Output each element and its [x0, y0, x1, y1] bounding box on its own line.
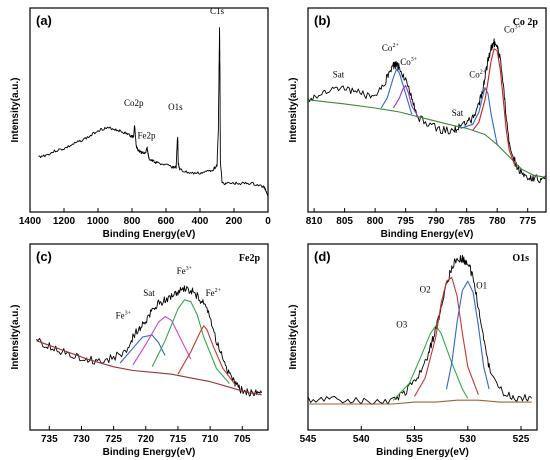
x-tick-label: 775: [519, 216, 536, 227]
x-tick-label: 730: [73, 434, 90, 445]
plot-frame: [29, 243, 269, 431]
x-tick-label: 790: [428, 216, 445, 227]
fit-peak-line: [119, 334, 166, 364]
fit-peak-line: [380, 68, 413, 115]
peak-annotation: Fe3+: [177, 266, 193, 276]
x-tick-label: 525: [513, 434, 530, 445]
plot-frame: [29, 7, 269, 213]
peak-annotation: Fe2+: [206, 288, 222, 298]
peak-annotation: Fe2p: [137, 131, 156, 141]
x-tick-label: 705: [234, 434, 251, 445]
x-tick-label: 545: [300, 434, 317, 445]
background-line: [307, 99, 547, 178]
fit-peak-line: [392, 84, 419, 117]
x-tick-label: 0: [265, 216, 271, 227]
peak-annotation: Co3+: [504, 24, 522, 34]
x-tick-label: 720: [137, 434, 154, 445]
panel-3: 735 730 725 720 715 710 705 Binding Energy(eV) I…: [10, 243, 269, 458]
peak-annotation: Co2+: [469, 69, 487, 79]
peak-annotation: O2: [420, 284, 431, 294]
x-axis-title: Binding Energy(eV): [103, 229, 196, 240]
peak-annotation: O1s: [168, 102, 183, 112]
panel-2: 810 805 800 795 790 785 780 775 Binding Energy(e…: [288, 7, 547, 240]
y-axis-title: Intensity(a.u.): [288, 77, 299, 142]
peak-annotation: Co3+: [400, 57, 418, 67]
y-axis-title: Intensity(a.u.): [10, 304, 21, 369]
x-tick-label: 795: [397, 216, 414, 227]
x-tick-label: 780: [489, 216, 506, 227]
fit-peak-line: [445, 280, 490, 390]
y-axis-title: Intensity(a.u.): [10, 77, 21, 142]
fit-peak-line: [460, 87, 498, 145]
fit-peak-line: [414, 276, 479, 397]
x-axis-title: Binding Energy(eV): [381, 229, 474, 240]
background-line: [36, 340, 262, 396]
x-tick-label: 715: [170, 434, 187, 445]
fit-peak-line: [151, 299, 230, 384]
panel-title: Co 2p: [513, 17, 539, 28]
fit-peak-line: [132, 315, 192, 366]
x-tick-label: 1200: [53, 216, 76, 227]
raw-spectrum-line: [307, 38, 547, 184]
x-tick-label: 1000: [87, 216, 110, 227]
peak-annotation: O1: [476, 281, 487, 291]
x-axis-title: Binding Energy(eV): [103, 447, 196, 458]
peak-annotation: O3: [396, 320, 407, 330]
panel-tag: (d): [314, 249, 331, 264]
x-tick-label: 800: [124, 216, 141, 227]
peak-annotation: Co2p: [124, 98, 144, 108]
plot-frame: [307, 7, 547, 213]
fit-peak-line: [392, 325, 469, 401]
x-tick-label: 535: [406, 434, 423, 445]
peak-annotation: Co2+: [382, 43, 400, 53]
x-tick-label: 800: [367, 216, 384, 227]
x-tick-label: 600: [158, 216, 175, 227]
background-line: [308, 399, 532, 405]
x-tick-label: 810: [306, 216, 323, 227]
fit-peak-line: [177, 325, 237, 386]
panel-1: 1400 1200 1000 800 600 400 200 0 Binding Energy(…: [10, 6, 271, 240]
panel-title: O1s: [512, 253, 529, 264]
x-tick-label: 200: [226, 216, 243, 227]
peak-annotation: Sat: [333, 69, 345, 79]
fit-peak-line: [472, 48, 517, 168]
x-tick-label: 805: [336, 216, 353, 227]
x-tick-label: 735: [41, 434, 58, 445]
x-tick-label: 400: [192, 216, 209, 227]
y-axis-title: Intensity(a.u.): [288, 304, 299, 369]
raw-spectrum-line: [307, 254, 533, 405]
panel-4: 545 540 535 530 525 Binding Energy(eV) Intensi…: [288, 243, 538, 458]
panel-tag: (c): [36, 249, 52, 264]
raw-spectrum-line: [36, 285, 263, 397]
x-axis-title: Binding Energy(eV): [376, 447, 469, 458]
x-tick-label: 725: [105, 434, 122, 445]
x-tick-label: 785: [458, 216, 475, 227]
panel-title: Fe2p: [239, 253, 261, 264]
raw-spectrum-line: [38, 27, 269, 197]
x-tick-label: 1400: [19, 216, 42, 227]
panel-tag: (a): [36, 13, 52, 28]
x-tick-label: 540: [353, 434, 370, 445]
peak-annotation: Fe3+: [116, 310, 132, 320]
plot-frame: [307, 243, 538, 431]
panel-tag: (b): [314, 13, 331, 28]
x-tick-label: 530: [459, 434, 476, 445]
x-tick-label: 710: [202, 434, 219, 445]
peak-annotation: Sat: [452, 108, 464, 118]
peak-annotation: C1s: [210, 6, 225, 16]
peak-annotation: Sat: [143, 288, 155, 298]
